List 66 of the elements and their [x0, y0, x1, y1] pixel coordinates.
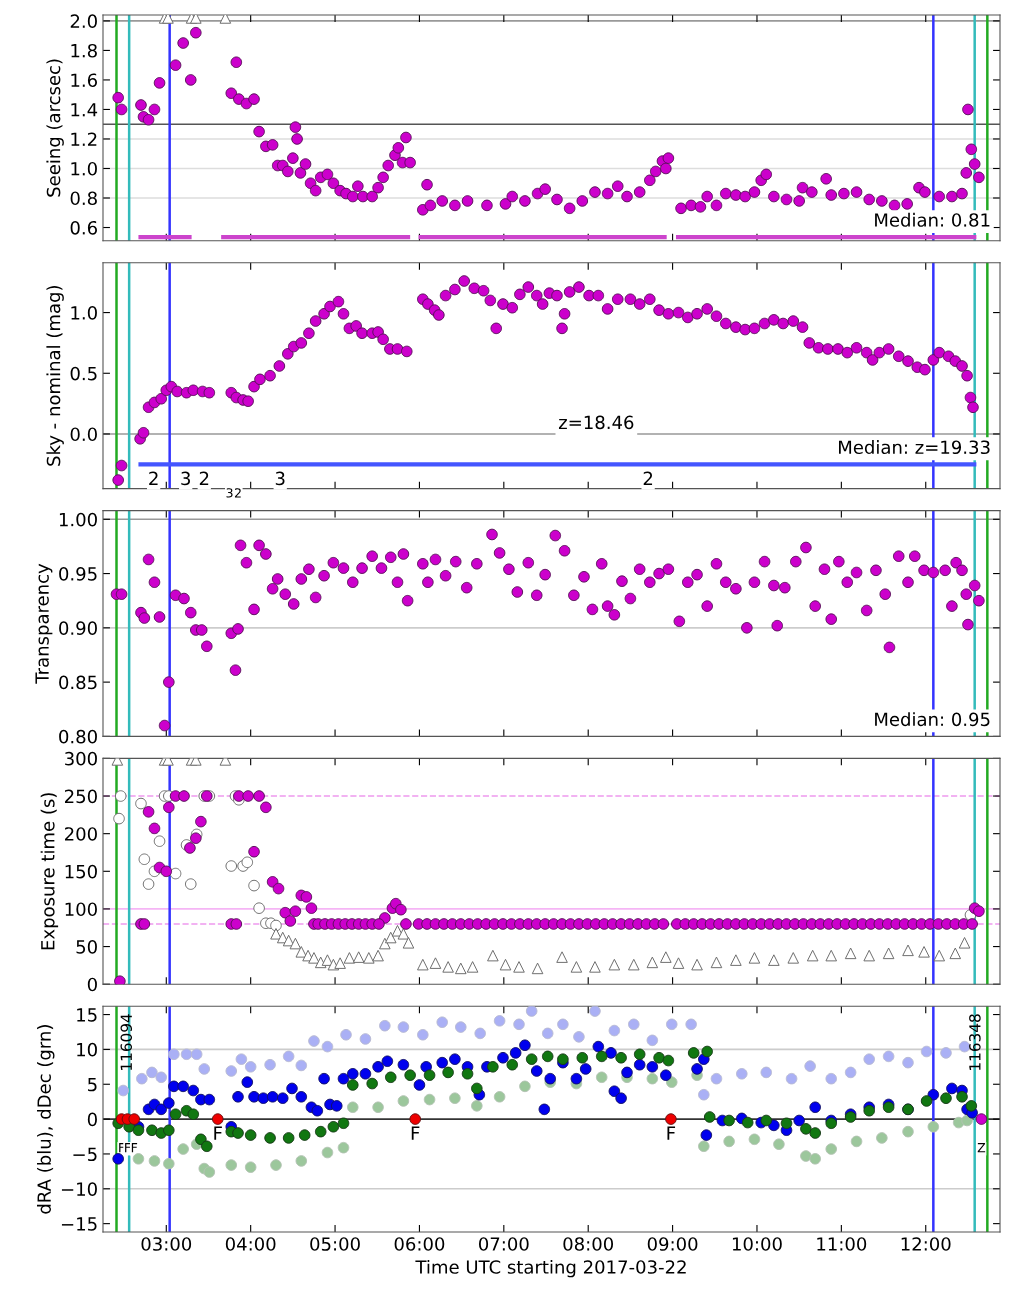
y-tick-label: 300	[65, 751, 97, 766]
annotation: 116094	[120, 1014, 133, 1070]
y-tick-label: 150	[65, 864, 97, 879]
y-axis-title: Transparency	[35, 563, 53, 684]
y-tick-label: −5	[73, 1147, 97, 1162]
x-tick-label: 08:00	[563, 1237, 614, 1251]
annotation: F	[214, 1126, 222, 1140]
annotation: 2	[234, 488, 241, 498]
y-tick-label: 100	[65, 902, 97, 917]
y-tick-label: 15	[77, 1008, 97, 1022]
annotation: F	[667, 1126, 676, 1140]
y-tick-label: 0.85	[59, 675, 97, 690]
x-tick-label: 12:00	[901, 1237, 951, 1251]
annotation: F	[131, 1143, 138, 1153]
y-tick-label: −15	[61, 1217, 97, 1231]
annotation: Median: z=19.33	[839, 440, 990, 455]
annotation: Median: 0.95	[875, 712, 990, 727]
y-tick-label: 0.0	[70, 427, 97, 442]
y-tick-label: 10	[77, 1042, 97, 1057]
annotation: F	[119, 1143, 125, 1153]
x-tick-label: 11:00	[817, 1237, 867, 1251]
annotation: F	[125, 1143, 131, 1153]
annotation: F	[411, 1126, 420, 1140]
y-tick-label: 0.95	[59, 567, 97, 581]
y-tick-label: 1.0	[71, 161, 97, 176]
y-tick-label: 0.90	[59, 621, 97, 635]
y-tick-label: 5	[88, 1077, 97, 1092]
y-axis-title: Exposure time (s)	[40, 793, 59, 950]
x-tick-label: 07:00	[479, 1237, 529, 1251]
annotation: 2	[199, 471, 209, 485]
y-tick-label: 0.5	[70, 366, 97, 381]
y-tick-label: 1.00	[59, 512, 97, 527]
y-tick-label: 1.2	[71, 132, 97, 146]
annotation: 3	[181, 471, 190, 486]
y-axis-title: Sky - nominal (mag)	[46, 286, 64, 466]
y-tick-label: 0.6	[70, 220, 97, 235]
y-tick-label: 1.0	[71, 306, 97, 320]
y-tick-label: 250	[65, 789, 97, 804]
y-tick-label: 1.4	[71, 103, 98, 117]
annotation: 116348	[969, 1014, 981, 1070]
annotation: 3	[275, 471, 285, 486]
y-axis-title: dRA (blu), dDec (grn)	[37, 1025, 55, 1214]
y-tick-label: 0.80	[59, 729, 97, 744]
x-axis-title: Time UTC starting 2017-03-22	[415, 1259, 686, 1278]
annotation: 2	[643, 471, 653, 485]
y-tick-label: 1.8	[71, 43, 97, 58]
y-axis-title: Seeing (arcsec)	[46, 59, 64, 197]
x-tick-label: 10:00	[732, 1237, 782, 1251]
y-tick-label: 0	[87, 1112, 97, 1127]
y-tick-label: 1.6	[71, 73, 97, 88]
y-tick-label: 2.0	[70, 14, 97, 29]
y-tick-label: 0	[87, 977, 97, 992]
x-tick-label: 09:00	[647, 1237, 698, 1251]
x-tick-label: 03:00	[141, 1237, 192, 1251]
y-tick-label: 0.8	[70, 191, 97, 206]
annotation: 3	[226, 488, 233, 498]
y-tick-label: 50	[76, 940, 97, 954]
y-tick-label: −10	[61, 1182, 97, 1196]
x-tick-label: 04:00	[225, 1237, 276, 1251]
annotation: Median: 0.81	[875, 212, 990, 227]
x-tick-label: 06:00	[394, 1237, 445, 1251]
annotation: Z	[977, 1143, 986, 1153]
annotation: 2	[149, 471, 158, 485]
x-tick-label: 05:00	[310, 1237, 360, 1251]
y-tick-label: 200	[65, 827, 97, 841]
annotation: z=18.46	[558, 415, 634, 430]
